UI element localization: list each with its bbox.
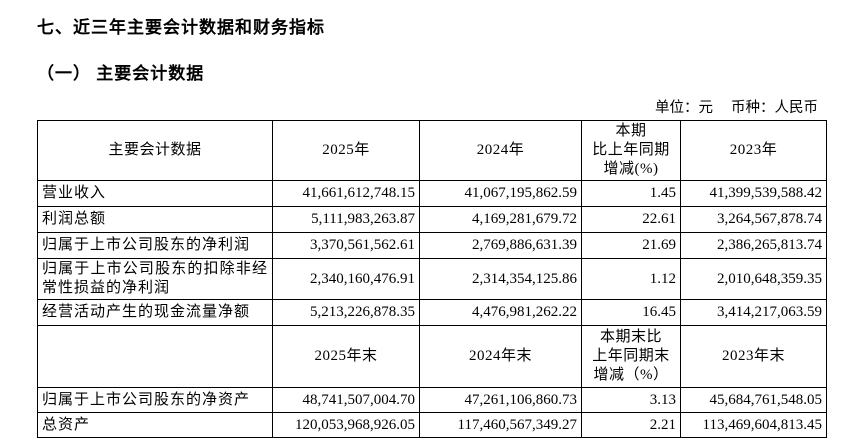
value-2023: 3,264,567,878.74 bbox=[680, 206, 827, 233]
value-2025: 5,111,983,263.87 bbox=[272, 206, 420, 233]
header-change-end-line2: 上年同期末 bbox=[592, 348, 670, 364]
value-2024: 2,769,886,631.39 bbox=[419, 232, 582, 259]
value-2025: 2,340,160,476.91 bbox=[272, 258, 420, 300]
table-container: 单位：元 币种：人民币 主要会计数据 2025年 2024年 本期 比上年同期 增… bbox=[37, 96, 827, 438]
table-row-total-profit: 利润总额 5,111,983,263.87 4,169,281,679.72 2… bbox=[37, 206, 827, 233]
value-2024: 47,261,106,860.73 bbox=[419, 387, 582, 413]
header-2025: 2025年 bbox=[272, 120, 420, 181]
value-2024: 41,067,195,862.59 bbox=[419, 180, 582, 207]
currency-label: 币种：人民币 bbox=[731, 100, 818, 116]
value-change: 16.45 bbox=[581, 299, 681, 326]
row-label: 归属于上市公司股东的扣除非经常性损益的净利润 bbox=[37, 258, 273, 300]
section-title: 七、近三年主要会计数据和财务指标 bbox=[37, 18, 325, 37]
value-change: 22.61 bbox=[581, 206, 681, 233]
table-row-operating-cash-flow: 经营活动产生的现金流量净额 5,213,226,878.35 4,476,981… bbox=[37, 299, 827, 326]
header-2023-end: 2023年末 bbox=[680, 325, 827, 388]
value-2023: 3,414,217,063.59 bbox=[680, 299, 827, 326]
value-2025: 5,213,226,878.35 bbox=[272, 299, 420, 326]
value-2023: 41,399,539,588.42 bbox=[680, 180, 827, 207]
value-2024: 117,460,567,349.27 bbox=[419, 412, 582, 438]
row-label: 归属于上市公司股东的净利润 bbox=[37, 232, 273, 259]
value-2024: 4,169,281,679.72 bbox=[419, 206, 582, 233]
value-change: 1.45 bbox=[581, 180, 681, 207]
header-change-line2: 比上年同期 bbox=[592, 142, 670, 158]
value-change: 2.21 bbox=[581, 412, 681, 438]
table-row-net-profit: 归属于上市公司股东的净利润 3,370,561,562.61 2,769,886… bbox=[37, 232, 827, 259]
table-row-total-assets: 总资产 120,053,968,926.05 117,460,567,349.2… bbox=[37, 412, 827, 438]
header-change: 本期 比上年同期 增减(%) bbox=[581, 120, 681, 181]
value-2025: 48,741,507,004.70 bbox=[272, 387, 420, 413]
value-change: 21.69 bbox=[581, 232, 681, 259]
row-label: 经营活动产生的现金流量净额 bbox=[37, 299, 273, 326]
row-label: 归属于上市公司股东的净资产 bbox=[37, 387, 273, 413]
value-2024: 2,314,354,125.86 bbox=[419, 258, 582, 300]
header-indicator-blank bbox=[37, 325, 273, 388]
header-change-line1: 本期 bbox=[615, 123, 647, 139]
value-2025: 120,053,968,926.05 bbox=[272, 412, 420, 438]
value-2023: 2,386,265,813.74 bbox=[680, 232, 827, 259]
value-2023: 45,684,761,548.05 bbox=[680, 387, 827, 413]
value-change: 1.12 bbox=[581, 258, 681, 300]
value-2025: 41,661,612,748.15 bbox=[272, 180, 420, 207]
unit-label: 单位：元 bbox=[655, 100, 713, 116]
value-2023: 2,010,648,359.35 bbox=[680, 258, 827, 300]
header-2024-end: 2024年末 bbox=[419, 325, 582, 388]
table-row-revenue: 营业收入 41,661,612,748.15 41,067,195,862.59… bbox=[37, 180, 827, 207]
row-label: 总资产 bbox=[37, 412, 273, 438]
header-indicator: 主要会计数据 bbox=[37, 120, 273, 181]
header-2024: 2024年 bbox=[419, 120, 582, 181]
value-2024: 4,476,981,262.22 bbox=[419, 299, 582, 326]
row-label: 营业收入 bbox=[37, 180, 273, 207]
value-2025: 3,370,561,562.61 bbox=[272, 232, 420, 259]
table-row-deducted-net-profit: 归属于上市公司股东的扣除非经常性损益的净利润 2,340,160,476.91 … bbox=[37, 258, 827, 300]
value-change: 3.13 bbox=[581, 387, 681, 413]
table-header-period: 主要会计数据 2025年 2024年 本期 比上年同期 增减(%) 2023年 bbox=[37, 120, 827, 181]
header-2023: 2023年 bbox=[680, 120, 827, 181]
header-change-end-line1: 本期末比 bbox=[599, 329, 662, 345]
table-header-period-end: 2025年末 2024年末 本期末比 上年同期末 增减（%） 2023年末 bbox=[37, 325, 827, 388]
subsection-title: （一） 主要会计数据 bbox=[37, 64, 205, 83]
table-row-net-assets: 归属于上市公司股东的净资产 48,741,507,004.70 47,261,1… bbox=[37, 387, 827, 413]
value-2023: 113,469,604,813.45 bbox=[680, 412, 827, 438]
header-2025-end: 2025年末 bbox=[272, 325, 420, 388]
financial-data-table: 主要会计数据 2025年 2024年 本期 比上年同期 增减(%) 2023年 … bbox=[37, 120, 827, 438]
header-change-line3: 增减(%) bbox=[603, 161, 659, 177]
row-label: 利润总额 bbox=[37, 206, 273, 233]
header-change-end: 本期末比 上年同期末 增减（%） bbox=[581, 325, 681, 388]
unit-note: 单位：元 币种：人民币 bbox=[37, 96, 826, 117]
header-change-end-line3: 增减（%） bbox=[593, 367, 669, 383]
